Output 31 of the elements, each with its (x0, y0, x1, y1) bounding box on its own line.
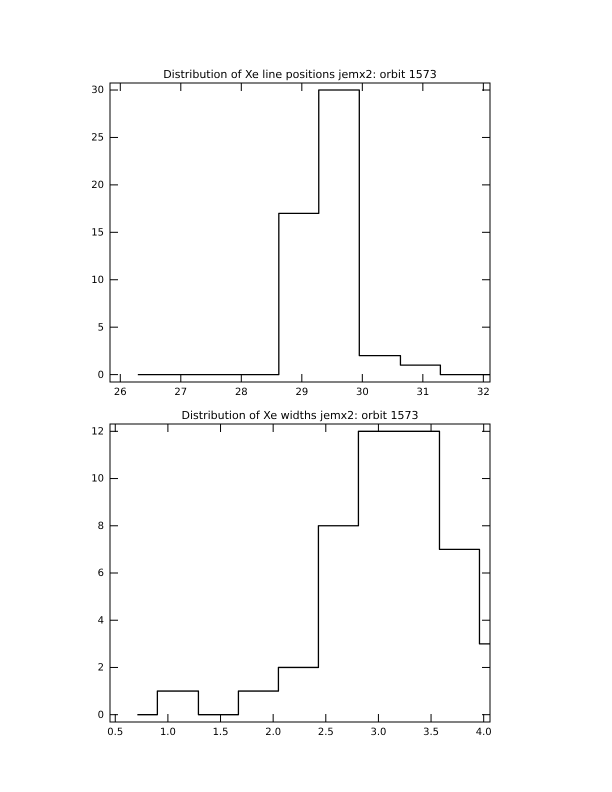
x-tick-label: 26 (114, 387, 127, 398)
x-tick-label: 30 (356, 387, 369, 398)
x-tick-label: 2.0 (265, 727, 282, 738)
y-tick-label: 0 (98, 710, 104, 721)
y-tick-label: 0 (98, 370, 104, 381)
x-tick-label: 3.5 (423, 727, 440, 738)
y-tick-label: 30 (91, 85, 104, 96)
x-tick-label: 1.5 (212, 727, 228, 738)
y-tick-label: 8 (98, 520, 104, 532)
x-tick-label: 3.0 (370, 727, 386, 738)
x-tick-label: 31 (416, 387, 430, 398)
y-tick-label: 12 (91, 426, 104, 438)
y-tick-label: 10 (91, 274, 104, 286)
y-tick-label: 6 (98, 568, 104, 580)
y-tick-label: 20 (91, 180, 104, 192)
y-tick-label: 10 (91, 474, 104, 485)
y-tick-label: 5 (98, 322, 104, 334)
y-tick-label: 25 (91, 132, 104, 144)
y-tick-label: 4 (98, 615, 104, 626)
chart-title: Distribution of Xe widths jemx2: orbit 1573 (182, 409, 418, 422)
x-tick-label: 4.0 (476, 727, 492, 738)
x-tick-label: 28 (234, 387, 248, 398)
x-tick-label: 0.5 (107, 727, 124, 738)
x-tick-label: 27 (174, 387, 188, 398)
y-tick-label: 15 (91, 228, 104, 239)
y-tick-label: 2 (98, 662, 104, 674)
x-tick-label: 1.0 (160, 727, 176, 738)
chart-title: Distribution of Xe line positions jemx2: orbit 1573 (163, 68, 437, 81)
x-tick-label: 2.5 (318, 727, 334, 738)
x-tick-label: 29 (295, 387, 308, 398)
x-tick-label: 32 (476, 387, 490, 398)
